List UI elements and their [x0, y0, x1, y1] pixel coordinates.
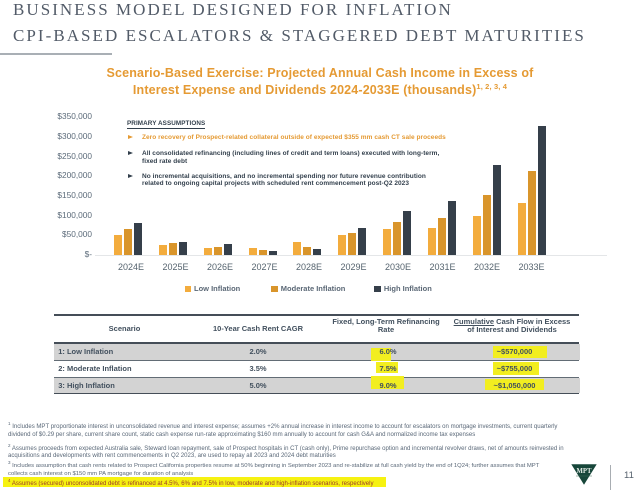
svg-text:MPT: MPT	[576, 469, 592, 476]
